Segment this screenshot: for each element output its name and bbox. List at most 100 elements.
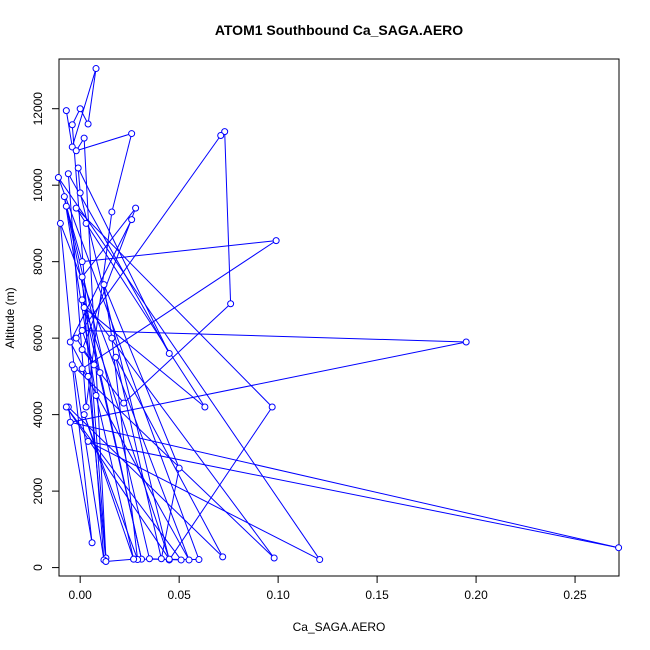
data-point [92, 65, 100, 73]
data-point [130, 555, 138, 563]
data-point [227, 300, 235, 308]
series-segment [85, 223, 206, 408]
data-point [72, 147, 80, 155]
series-segment [71, 124, 107, 559]
series-segment [67, 406, 224, 558]
data-point [185, 556, 193, 564]
series-segment [149, 558, 182, 561]
data-point [66, 338, 74, 346]
data-point [88, 539, 96, 547]
series-segment [57, 177, 200, 560]
data-point [108, 208, 116, 216]
data-point [100, 281, 108, 289]
data-point [84, 372, 92, 380]
data-point [145, 555, 153, 563]
series-segment [79, 192, 170, 561]
data-point [78, 327, 86, 335]
data-point [84, 437, 92, 445]
data-point [82, 403, 90, 411]
data-point [84, 120, 92, 128]
data-point [80, 134, 88, 142]
series-segment [168, 406, 273, 561]
data-point [177, 556, 185, 564]
series-segment [73, 368, 105, 561]
series-segment [95, 395, 135, 560]
series-segment [65, 406, 182, 561]
series-segment [83, 414, 139, 560]
plot-frame [58, 58, 620, 577]
x-axis-label: Ca_SAGA.AERO [293, 620, 386, 634]
data-point [78, 258, 86, 266]
data-point [270, 554, 278, 562]
data-point [78, 346, 86, 354]
series-segment [75, 135, 222, 339]
series-segment [83, 414, 135, 560]
series-segment [87, 376, 107, 562]
data-point [120, 399, 128, 407]
data-point [102, 557, 110, 565]
series-segment [77, 167, 170, 354]
data-point [72, 204, 80, 212]
x-tick-label: 0.20 [464, 588, 488, 602]
data-point [54, 174, 62, 182]
data-point [64, 170, 72, 178]
y-tick-label: 10000 [31, 168, 45, 202]
series-segment [70, 341, 467, 423]
y-tick-label: 0 [31, 564, 45, 571]
chart-title: ATOM1 Southbound Ca_SAGA.AERO [215, 22, 463, 38]
series-segment [111, 338, 139, 560]
y-tick-label: 6000 [31, 324, 45, 351]
data-point [268, 403, 276, 411]
data-point [78, 273, 86, 281]
data-point [78, 296, 86, 304]
data-point [72, 334, 80, 342]
y-tick-label: 12000 [31, 92, 45, 126]
data-point [108, 334, 116, 342]
data-point [74, 164, 82, 172]
series-segment [69, 219, 133, 343]
y-tick-label: 8000 [31, 248, 45, 275]
x-tick-label: 0.05 [167, 588, 191, 602]
data-point [132, 204, 140, 212]
data-point [56, 219, 64, 227]
y-axis: 0 2000 4000 6000 8000 10000 12000 [31, 92, 60, 571]
data-point [112, 353, 120, 361]
data-point [219, 553, 227, 561]
data-point [90, 361, 98, 369]
series-segment [63, 196, 150, 559]
series-segment [65, 110, 73, 148]
series-segment [87, 68, 97, 125]
x-tick-label: 0.00 [69, 588, 93, 602]
data-point [62, 107, 70, 115]
series-segment [83, 307, 206, 408]
data-point [175, 464, 183, 472]
data-point [80, 304, 88, 312]
x-axis: 0.00 0.05 0.10 0.15 0.20 0.25 [69, 575, 587, 602]
x-tick-label: 0.15 [365, 588, 389, 602]
series-segment [65, 406, 170, 560]
series-layer [54, 65, 623, 565]
series-segment [67, 173, 170, 354]
data-point [60, 193, 68, 201]
x-tick-label: 0.25 [563, 588, 587, 602]
data-point [462, 338, 470, 346]
series-segment [123, 303, 231, 404]
data-point [165, 555, 173, 563]
series-segment [69, 341, 89, 377]
series [54, 65, 623, 565]
y-axis-label: Altitude (m) [3, 287, 17, 348]
data-point [76, 189, 84, 197]
series-segment [71, 68, 97, 148]
data-point [128, 216, 136, 224]
series-segment [81, 299, 275, 559]
data-point [128, 130, 136, 138]
series-segment [88, 440, 619, 549]
data-point [201, 403, 209, 411]
series-segment [82, 330, 467, 343]
data-point [165, 349, 173, 357]
series-segment [63, 196, 97, 396]
series-segment [57, 177, 321, 560]
series-segment [103, 284, 113, 339]
series-segment [224, 131, 232, 304]
